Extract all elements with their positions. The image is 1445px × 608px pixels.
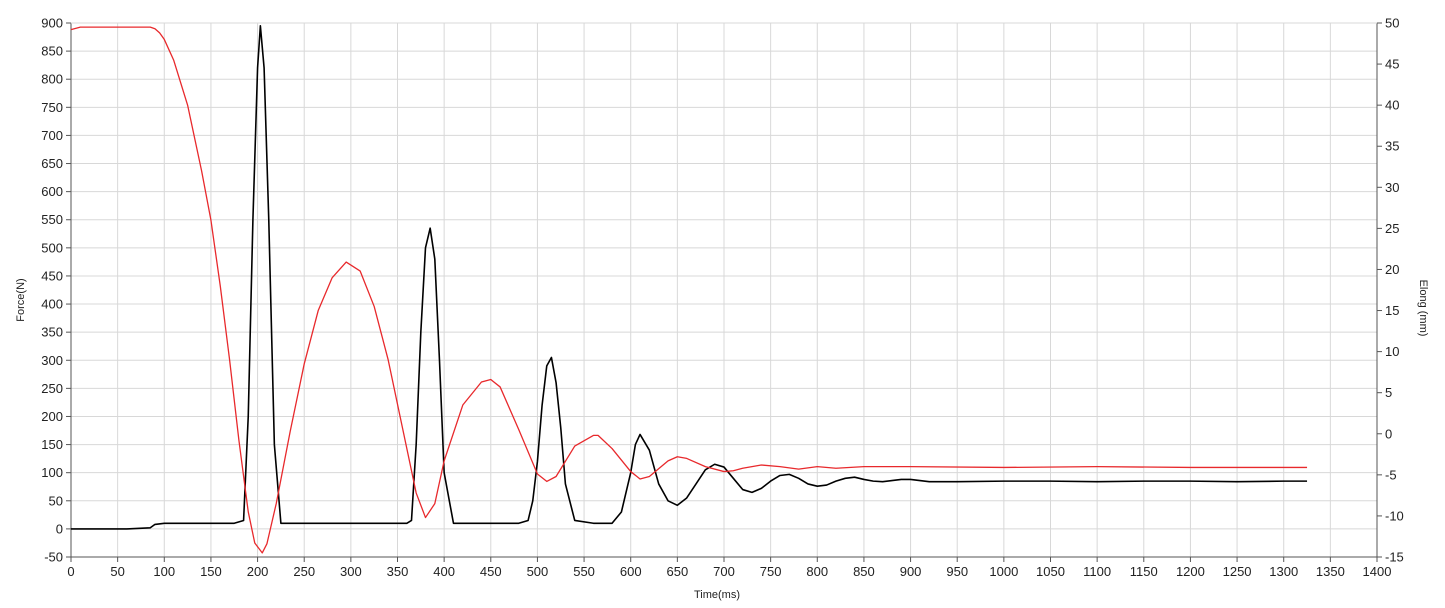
force-series-line (71, 25, 1308, 530)
x-tick-label: 1050 (1036, 564, 1065, 579)
right-y-tick-label: 30 (1385, 180, 1399, 195)
grid (70, 22, 1378, 558)
right-y-axis-title: Elong (mm) (1417, 280, 1429, 337)
x-tick-label: 950 (946, 564, 968, 579)
x-axis-title: Time(ms) (694, 589, 740, 601)
left-y-tick-label: 500 (41, 240, 63, 255)
left-y-tick-label: 350 (41, 325, 63, 340)
elongation-series-line (70, 26, 1308, 554)
x-tick-label: 1400 (1363, 564, 1392, 579)
x-tick-label: 400 (433, 564, 455, 579)
x-tick-label: 750 (760, 564, 782, 579)
left-y-tick-label: -50 (44, 550, 63, 565)
right-y-tick-label: -5 (1385, 467, 1397, 482)
left-y-tick-label: 900 (41, 16, 63, 31)
x-tick-label: 50 (110, 564, 124, 579)
x-tick-label: 550 (573, 564, 595, 579)
x-tick-label: 100 (153, 564, 175, 579)
right-y-tick-label: 45 (1385, 57, 1399, 72)
left-y-tick-label: 250 (41, 381, 63, 396)
left-y-tick-label: 0 (56, 521, 63, 536)
left-y-tick-label: 650 (41, 156, 63, 171)
x-tick-label: 200 (247, 564, 269, 579)
x-tick-label: 850 (853, 564, 875, 579)
x-tick-label: 300 (340, 564, 362, 579)
tick-labels: 0 50 100 150 200 250 300 350 400 450 500 550 600 650 7… (41, 16, 1404, 580)
x-tick-label: 350 (387, 564, 409, 579)
left-y-tick-label: 200 (41, 409, 63, 424)
left-y-tick-label: 50 (49, 493, 63, 508)
x-tick-label: 1300 (1269, 564, 1298, 579)
x-tick-label: 1150 (1130, 564, 1158, 579)
x-tick-label: 1200 (1176, 564, 1205, 579)
right-y-tick-label: 20 (1385, 262, 1399, 277)
right-y-tick-label: 5 (1385, 385, 1392, 400)
left-y-tick-label: 600 (41, 184, 63, 199)
x-tick-label: 700 (713, 564, 735, 579)
left-y-tick-label: 300 (41, 353, 63, 368)
x-tick-label: 1000 (989, 564, 1018, 579)
x-tick-label: 650 (667, 564, 689, 579)
left-y-tick-label: 400 (41, 297, 63, 312)
x-tick-label: 1100 (1083, 564, 1111, 579)
axes (66, 22, 1382, 562)
x-tick-label: 500 (527, 564, 549, 579)
right-y-tick-label: -10 (1385, 508, 1404, 523)
right-y-tick-label: 10 (1385, 344, 1399, 359)
left-y-tick-label: 150 (41, 437, 63, 452)
left-y-axis-title: Force(N) (15, 278, 27, 321)
left-y-tick-label: 700 (41, 128, 63, 143)
right-y-tick-label: 40 (1385, 98, 1399, 113)
right-y-tick-label: 0 (1385, 426, 1392, 441)
left-y-tick-label: 450 (41, 268, 63, 283)
left-y-tick-label: 850 (41, 44, 63, 59)
right-y-tick-label: -15 (1385, 550, 1404, 565)
x-tick-label: 900 (900, 564, 922, 579)
left-y-tick-label: 800 (41, 72, 63, 87)
x-tick-label: 600 (620, 564, 642, 579)
x-tick-label: 1250 (1223, 564, 1252, 579)
series-layer (70, 25, 1308, 554)
left-y-tick-label: 550 (41, 212, 63, 227)
x-tick-label: 0 (67, 564, 74, 579)
x-tick-label: 450 (480, 564, 502, 579)
x-tick-label: 1350 (1316, 564, 1345, 579)
x-tick-label: 250 (293, 564, 315, 579)
right-y-tick-label: 25 (1385, 221, 1399, 236)
x-tick-label: 800 (806, 564, 828, 579)
right-y-tick-label: 15 (1385, 303, 1399, 318)
right-y-tick-label: 50 (1385, 16, 1399, 31)
x-tick-label: 150 (200, 564, 222, 579)
right-y-tick-label: 35 (1385, 139, 1399, 154)
left-y-tick-label: 100 (41, 465, 63, 480)
left-y-tick-label: 750 (41, 100, 63, 115)
